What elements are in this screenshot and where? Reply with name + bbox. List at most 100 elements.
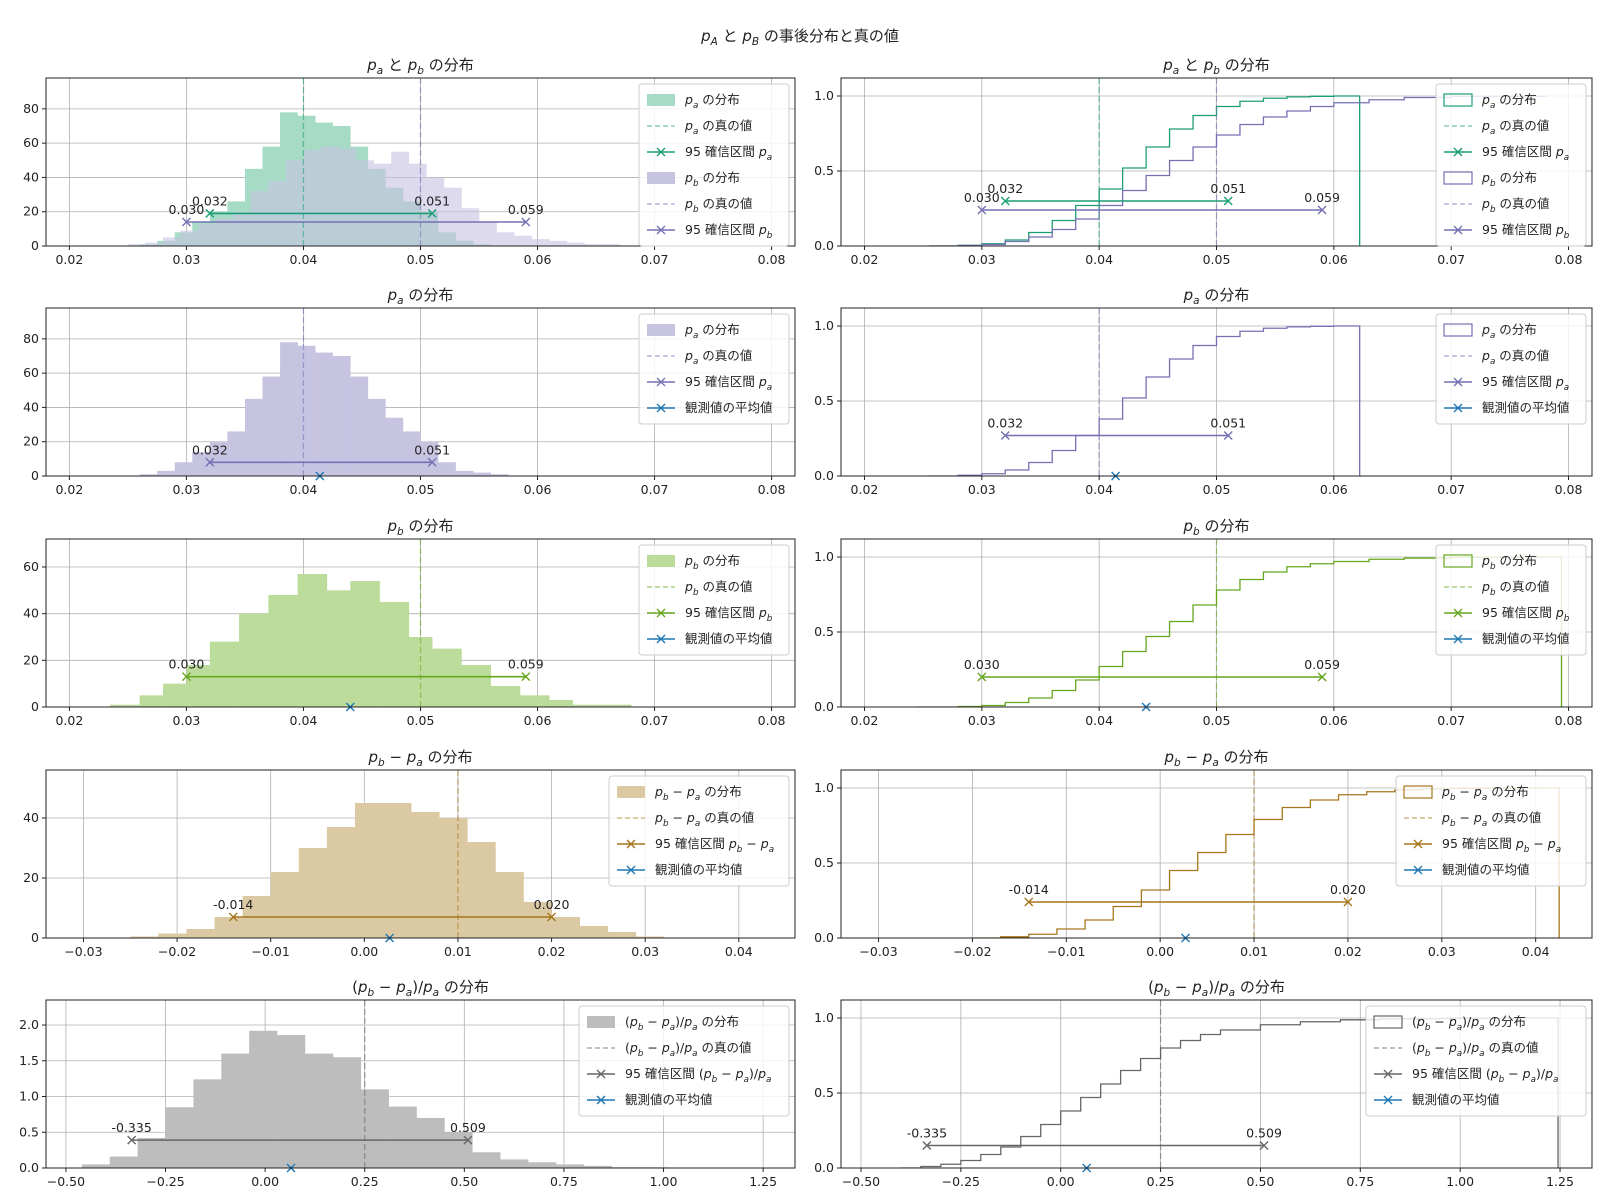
legend-label: pa​ の分布	[1481, 92, 1537, 111]
legend-x-icon	[656, 608, 666, 618]
histogram-bar	[268, 595, 298, 707]
x-tick-label: 0.06	[524, 252, 552, 267]
x-tick-label: 0.08	[1555, 482, 1583, 497]
x-tick-label: 1.25	[1546, 1174, 1574, 1189]
x-tick-label: 0.03	[1428, 944, 1456, 959]
legend-label: 95 確信区間 pb​ − pa​	[1442, 836, 1561, 855]
histogram-bar	[373, 163, 392, 246]
histogram-bar	[193, 1079, 222, 1168]
legend-x-icon	[1413, 865, 1423, 875]
cdf-step-line	[917, 556, 1563, 707]
y-tick-label: 0.0	[814, 1160, 834, 1175]
x-tick-label: 0.04	[1085, 713, 1113, 728]
x-tick-label: 0.04	[290, 252, 318, 267]
interval-end-marker	[1223, 196, 1233, 206]
legend: pb​ の分布 pb​ の真の値 95 確信区間 pb​ 観測値の平均値	[638, 544, 790, 656]
histogram-bar	[285, 160, 304, 246]
legend-x-icon	[1453, 608, 1463, 618]
x-tick-label: 0.08	[1555, 713, 1583, 728]
histogram-bar	[490, 686, 521, 707]
histogram-bar	[528, 1162, 557, 1168]
legend-label: 観測値の平均値	[655, 862, 743, 877]
legend-x-icon	[656, 225, 666, 235]
legend-outline-icon	[1443, 93, 1473, 107]
x-tick-label: 0.04	[1085, 482, 1113, 497]
histogram-bar	[315, 352, 334, 476]
legend-box	[1435, 544, 1587, 656]
x-tick-label: 0.06	[1320, 252, 1348, 267]
interval-end-marker	[922, 1141, 932, 1150]
interval-end-marker	[521, 672, 531, 682]
legend-label: 観測値の平均値	[625, 1092, 713, 1107]
histogram-bar	[519, 695, 550, 707]
interval-end-marker	[127, 1135, 137, 1145]
legend-outline-icon	[1443, 171, 1473, 185]
plot-area	[110, 539, 632, 707]
y-tick-label: 0.0	[19, 1160, 39, 1175]
histogram-bar	[439, 818, 468, 938]
histogram-bar	[531, 239, 550, 246]
histogram-bar	[326, 827, 356, 938]
interval-end-marker	[1317, 672, 1327, 682]
legend-label: 95 確信区間 (pb​ − pa​)/pa​	[625, 1066, 771, 1085]
chart-panel-hist_pa: pa​ の分布 0.032 0.051 0.02 0.03 0.04 0.05 0.06 0.0…	[23, 286, 796, 497]
interval-label: 0.032	[987, 181, 1023, 196]
interval-end-marker	[1343, 897, 1353, 907]
histogram-bar	[549, 700, 573, 707]
legend-outline-icon	[1443, 554, 1473, 568]
x-tick-label: 0.04	[1522, 944, 1550, 959]
histogram-bar	[297, 345, 316, 476]
x-tick-label: 0.06	[524, 713, 552, 728]
legend: pa​ の分布 pa​ の真の値 95 確信区間 pa​ 観測値の平均値	[1435, 313, 1587, 425]
interval-label: -0.014	[213, 897, 253, 912]
histogram-bar	[438, 462, 456, 476]
x-tick-label: −0.01	[252, 944, 290, 959]
histogram-bar	[379, 602, 410, 707]
legend-patch-icon	[617, 786, 645, 798]
legend-label: (pb​ − pa​)/pa​ の真の値	[1412, 1040, 1539, 1059]
x-tick-label: 0.05	[407, 482, 435, 497]
histogram-bar	[350, 376, 369, 476]
legend-x-icon	[596, 1095, 606, 1105]
y-tick-label: 0.5	[814, 624, 834, 639]
legend-label: pb​ の真の値	[1481, 579, 1549, 598]
histogram-bar	[137, 1137, 166, 1168]
legend: (pb​ − pa​)/pa​ の分布 (pb​ − pa​)/pa​ の真の値 9…	[578, 1005, 790, 1117]
interval-end-marker	[1223, 431, 1233, 440]
histogram-bar	[388, 1106, 417, 1168]
histogram-series	[110, 574, 632, 707]
histogram-bar	[109, 1156, 138, 1168]
panel-title: pb​ の分布	[1183, 517, 1250, 538]
histogram-bar	[110, 704, 140, 707]
x-tick-label: 0.01	[1240, 944, 1268, 959]
x-tick-label: 0.04	[290, 482, 318, 497]
interval-end-marker	[463, 1135, 473, 1145]
x-tick-label: 0.06	[1320, 713, 1348, 728]
legend-label: 95 確信区間 pa​	[1482, 144, 1569, 163]
histogram-bar	[426, 177, 445, 246]
histogram-bar	[572, 704, 603, 707]
x-tick-label: 0.03	[968, 482, 996, 497]
legend-box	[578, 1005, 790, 1117]
plot-area	[900, 1000, 1559, 1168]
interval-label: 0.509	[1246, 1126, 1282, 1141]
legend-label: pb​ の真の値	[684, 579, 752, 598]
legend-x-icon	[656, 147, 666, 157]
x-tick-label: 0.07	[641, 713, 669, 728]
legend-x-icon	[656, 377, 666, 387]
legend-label: pa​ の真の値	[684, 348, 752, 367]
x-tick-label: −0.03	[64, 944, 102, 959]
histogram-bar	[514, 235, 532, 246]
interval-label: 0.032	[192, 193, 228, 208]
histogram-bar	[81, 1164, 111, 1168]
histogram-bar	[239, 613, 269, 707]
histogram-bar	[215, 218, 234, 246]
panel-title: (pb​ − pa​)/pa​ の分布	[352, 978, 489, 999]
legend-box	[1395, 775, 1587, 887]
legend-label: pb​ の真の値	[684, 196, 752, 215]
histogram-bar	[408, 163, 427, 246]
histogram-bar	[455, 470, 474, 476]
interval-end-marker	[521, 217, 531, 227]
panel-title: pb​ − pa​ の分布	[1163, 748, 1268, 769]
histogram-bar	[180, 230, 199, 246]
